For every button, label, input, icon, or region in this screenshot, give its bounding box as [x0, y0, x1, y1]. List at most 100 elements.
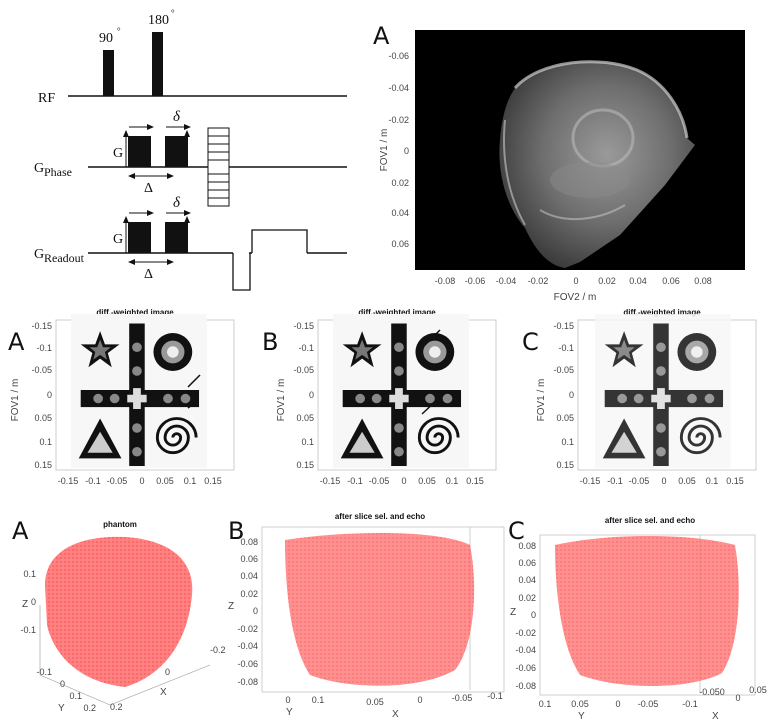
panel-3d-title-c: after slice sel. and echo: [605, 516, 695, 525]
svg-text:-0.06: -0.06: [515, 663, 536, 673]
panel-3d-letter-b: B: [228, 517, 244, 545]
svg-text:0.2: 0.2: [83, 703, 96, 713]
diff-title-a: diff.-weighted image: [96, 308, 174, 317]
diff-title-c: diff.-weighted image: [623, 308, 701, 317]
svg-text:-0.1: -0.1: [347, 476, 363, 486]
diff-panel-b: B diff.-weighted image: [262, 308, 497, 471]
svg-text:0.15: 0.15: [204, 476, 222, 486]
svg-text:-0.1: -0.1: [682, 699, 698, 709]
svg-text:0: 0: [573, 276, 578, 286]
svg-text:0: 0: [569, 390, 574, 400]
svg-text:-0.05: -0.05: [369, 476, 390, 486]
svg-text:-0.05: -0.05: [107, 476, 128, 486]
diff-axes-a: -0.15 -0.1 -0.05 0 0.05 0.1 0.15 FOV1 / …: [10, 321, 222, 486]
panel-3d-a: A phantom 0.1 0 -0.1 Z -0.1 0 0.1 0.2 Y …: [12, 517, 226, 714]
phantom-image-a: [69, 312, 209, 470]
phase-encoding-table: [207, 127, 230, 207]
svg-text:0.02: 0.02: [240, 589, 258, 599]
rf-pulse-90: [103, 50, 114, 96]
svg-text:0.15: 0.15: [556, 460, 574, 470]
svg-text:°: °: [117, 26, 121, 36]
svg-text:FOV1 / m: FOV1 / m: [276, 379, 287, 422]
panel-letter-c: C: [522, 328, 539, 356]
mri-xlabel: FOV2 / m: [554, 292, 597, 303]
svg-text:Y: Y: [58, 703, 65, 714]
svg-text:-0.05: -0.05: [638, 699, 659, 709]
svg-text:-0.04: -0.04: [496, 276, 517, 286]
svg-text:X: X: [712, 711, 719, 721]
pulse-sequence-diagram: RF 90 ° 180 ° G Phase G δ Δ G Readout G: [34, 8, 347, 291]
arrow-a2: [187, 399, 199, 409]
svg-text:0.15: 0.15: [726, 476, 744, 486]
svg-text:0.04: 0.04: [518, 575, 536, 585]
panel-3d-letter-a: A: [12, 517, 29, 545]
svg-text:-0.1: -0.1: [36, 343, 52, 353]
phantom-3d-blob: [45, 536, 193, 687]
mri-yaxis: -0.06 -0.04 -0.02 0 0.02 0.04 0.06 FOV1 …: [379, 51, 409, 249]
svg-text:X: X: [392, 709, 399, 720]
svg-text:0.1: 0.1: [23, 569, 36, 579]
pulse-180-label: 180: [148, 13, 169, 28]
svg-text:0.05: 0.05: [556, 413, 574, 423]
svg-text:0.04: 0.04: [240, 571, 258, 581]
svg-text:-0.05: -0.05: [452, 693, 473, 703]
svg-text:Z: Z: [22, 599, 28, 610]
readout-lobe: [251, 229, 308, 253]
svg-text:0: 0: [165, 667, 170, 677]
svg-text:-0.05: -0.05: [293, 365, 314, 375]
svg-text:-0.1: -0.1: [558, 343, 574, 353]
slice-3d-blob-c: [555, 536, 739, 687]
svg-text:0.06: 0.06: [240, 554, 258, 564]
svg-text:Z: Z: [510, 607, 516, 618]
svg-text:0.05: 0.05: [571, 699, 589, 709]
svg-text:0: 0: [404, 146, 409, 156]
svg-text:-0.06: -0.06: [465, 276, 486, 286]
phase-gradient-lobe-1: [128, 136, 151, 167]
svg-text:0.15: 0.15: [296, 460, 314, 470]
svg-text:0: 0: [531, 610, 536, 620]
svg-text:-0.02: -0.02: [388, 115, 409, 125]
svg-text:-0.08: -0.08: [237, 677, 258, 687]
svg-text:-0.08: -0.08: [435, 276, 456, 286]
svg-text:0.02: 0.02: [391, 178, 409, 188]
svg-text:-0.1: -0.1: [36, 667, 52, 677]
svg-text:-0.050: -0.050: [699, 687, 725, 697]
svg-text:-0.15: -0.15: [293, 321, 314, 331]
svg-text:0.06: 0.06: [518, 558, 536, 568]
diff-panel-a: A diff.-weighted image: [8, 308, 235, 471]
svg-text:FOV1 / m: FOV1 / m: [10, 379, 21, 422]
phantom-image-c: [593, 312, 733, 470]
svg-text:0.15: 0.15: [34, 460, 52, 470]
svg-text:0.08: 0.08: [518, 541, 536, 551]
svg-text:0.05: 0.05: [296, 413, 314, 423]
svg-text:0: 0: [285, 695, 290, 705]
delta-big-readout: Δ: [144, 267, 153, 282]
svg-text:0: 0: [31, 597, 36, 607]
readout-gradient-lobe-1: [128, 222, 151, 253]
svg-text:0: 0: [309, 390, 314, 400]
svg-text:-0.1: -0.1: [607, 476, 623, 486]
svg-text:0.02: 0.02: [598, 276, 616, 286]
svg-text:0: 0: [401, 476, 406, 486]
panel-letter-a: A: [8, 328, 25, 356]
svg-text:-0.15: -0.15: [58, 476, 79, 486]
svg-text:0.08: 0.08: [694, 276, 712, 286]
arrow-b1: [421, 329, 441, 349]
arrow-a1: [187, 374, 201, 388]
svg-text:0.05: 0.05: [34, 413, 52, 423]
svg-text:-0.04: -0.04: [515, 645, 536, 655]
g-readout-sub: Readout: [44, 251, 85, 265]
panel-3d-c: C after slice sel. and echo 0.08 0.06 0.…: [508, 516, 767, 721]
diff-panel-c: C diff.-weighted image: [522, 308, 757, 471]
svg-text:-0.05: -0.05: [553, 365, 574, 375]
brain-slice: [499, 60, 695, 268]
svg-text:0.05: 0.05: [156, 476, 174, 486]
diff-axes-b: -0.15 -0.1 -0.05 0 0.05 0.1 0.15 FOV1 / …: [276, 321, 484, 486]
rf-label: RF: [38, 91, 55, 106]
delta-big-phase: Δ: [144, 181, 153, 196]
svg-text:-0.15: -0.15: [31, 321, 52, 331]
slice-3d-blob-b: [285, 533, 475, 686]
svg-text:-0.15: -0.15: [553, 321, 574, 331]
svg-text:0.02: 0.02: [518, 593, 536, 603]
mri-image-panel: A -0.06 -0.04 -0.02 0 0.02 0.04 0.06 FOV…: [373, 22, 745, 303]
